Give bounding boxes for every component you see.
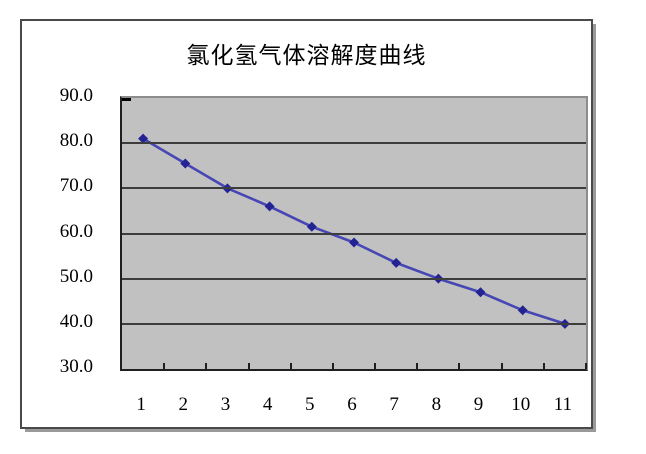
chart-frame: 氯化氢气体溶解度曲线 90.0 80.0 70.0 60.0 50.0 40.0 30.0 … — [20, 19, 593, 429]
data-point-marker — [138, 133, 149, 144]
gridline — [122, 187, 586, 190]
x-axis-tick — [163, 363, 166, 369]
x-axis-tick — [585, 363, 587, 369]
data-point-marker — [517, 305, 528, 316]
gridline — [122, 277, 586, 280]
x-axis-tick — [289, 363, 292, 369]
x-axis-label: 5 — [305, 394, 315, 415]
x-axis-tick — [416, 363, 419, 369]
y-axis-label: 30.0 — [59, 356, 93, 377]
x-axis-label: 10 — [511, 394, 531, 415]
x-axis-tick — [458, 363, 461, 369]
x-axis-label: 11 — [553, 394, 573, 415]
x-axis-label: 6 — [347, 394, 357, 415]
y-axis-label: 70.0 — [59, 175, 93, 197]
data-point-marker — [475, 287, 486, 298]
y-axis-label: 40.0 — [59, 310, 93, 332]
x-axis-tick — [247, 363, 250, 369]
x-axis-label: 7 — [389, 394, 399, 415]
chart-title: 氯化氢气体溶解度曲线 — [186, 43, 427, 68]
gridline — [122, 232, 586, 235]
x-axis-label: 4 — [262, 394, 273, 415]
y-axis-label: 90.0 — [59, 85, 93, 106]
x-axis-label: 2 — [178, 394, 189, 415]
data-point-marker — [180, 158, 191, 169]
y-axis-label: 50.0 — [59, 265, 93, 287]
plot-area — [120, 96, 588, 371]
x-axis-label: 9 — [473, 394, 484, 415]
gridline — [122, 142, 586, 145]
x-axis-label: 1 — [136, 394, 146, 415]
x-axis-tick — [542, 363, 545, 369]
data-point-marker — [264, 201, 275, 212]
data-point-marker — [349, 237, 359, 248]
x-axis-label: 3 — [220, 394, 231, 415]
data-point-marker — [391, 257, 402, 268]
x-axis-label: 8 — [431, 394, 442, 415]
x-axis-tick — [331, 363, 334, 369]
x-axis-tick — [374, 363, 377, 369]
y-axis-label: 80.0 — [59, 130, 93, 152]
data-point-marker — [306, 221, 317, 232]
y-axis-top-tick — [122, 98, 131, 101]
gridline — [122, 322, 586, 325]
x-axis-tick — [500, 363, 503, 369]
series-line — [142, 137, 566, 326]
x-axis-tick — [205, 363, 208, 369]
y-axis-label: 60.0 — [59, 220, 93, 242]
